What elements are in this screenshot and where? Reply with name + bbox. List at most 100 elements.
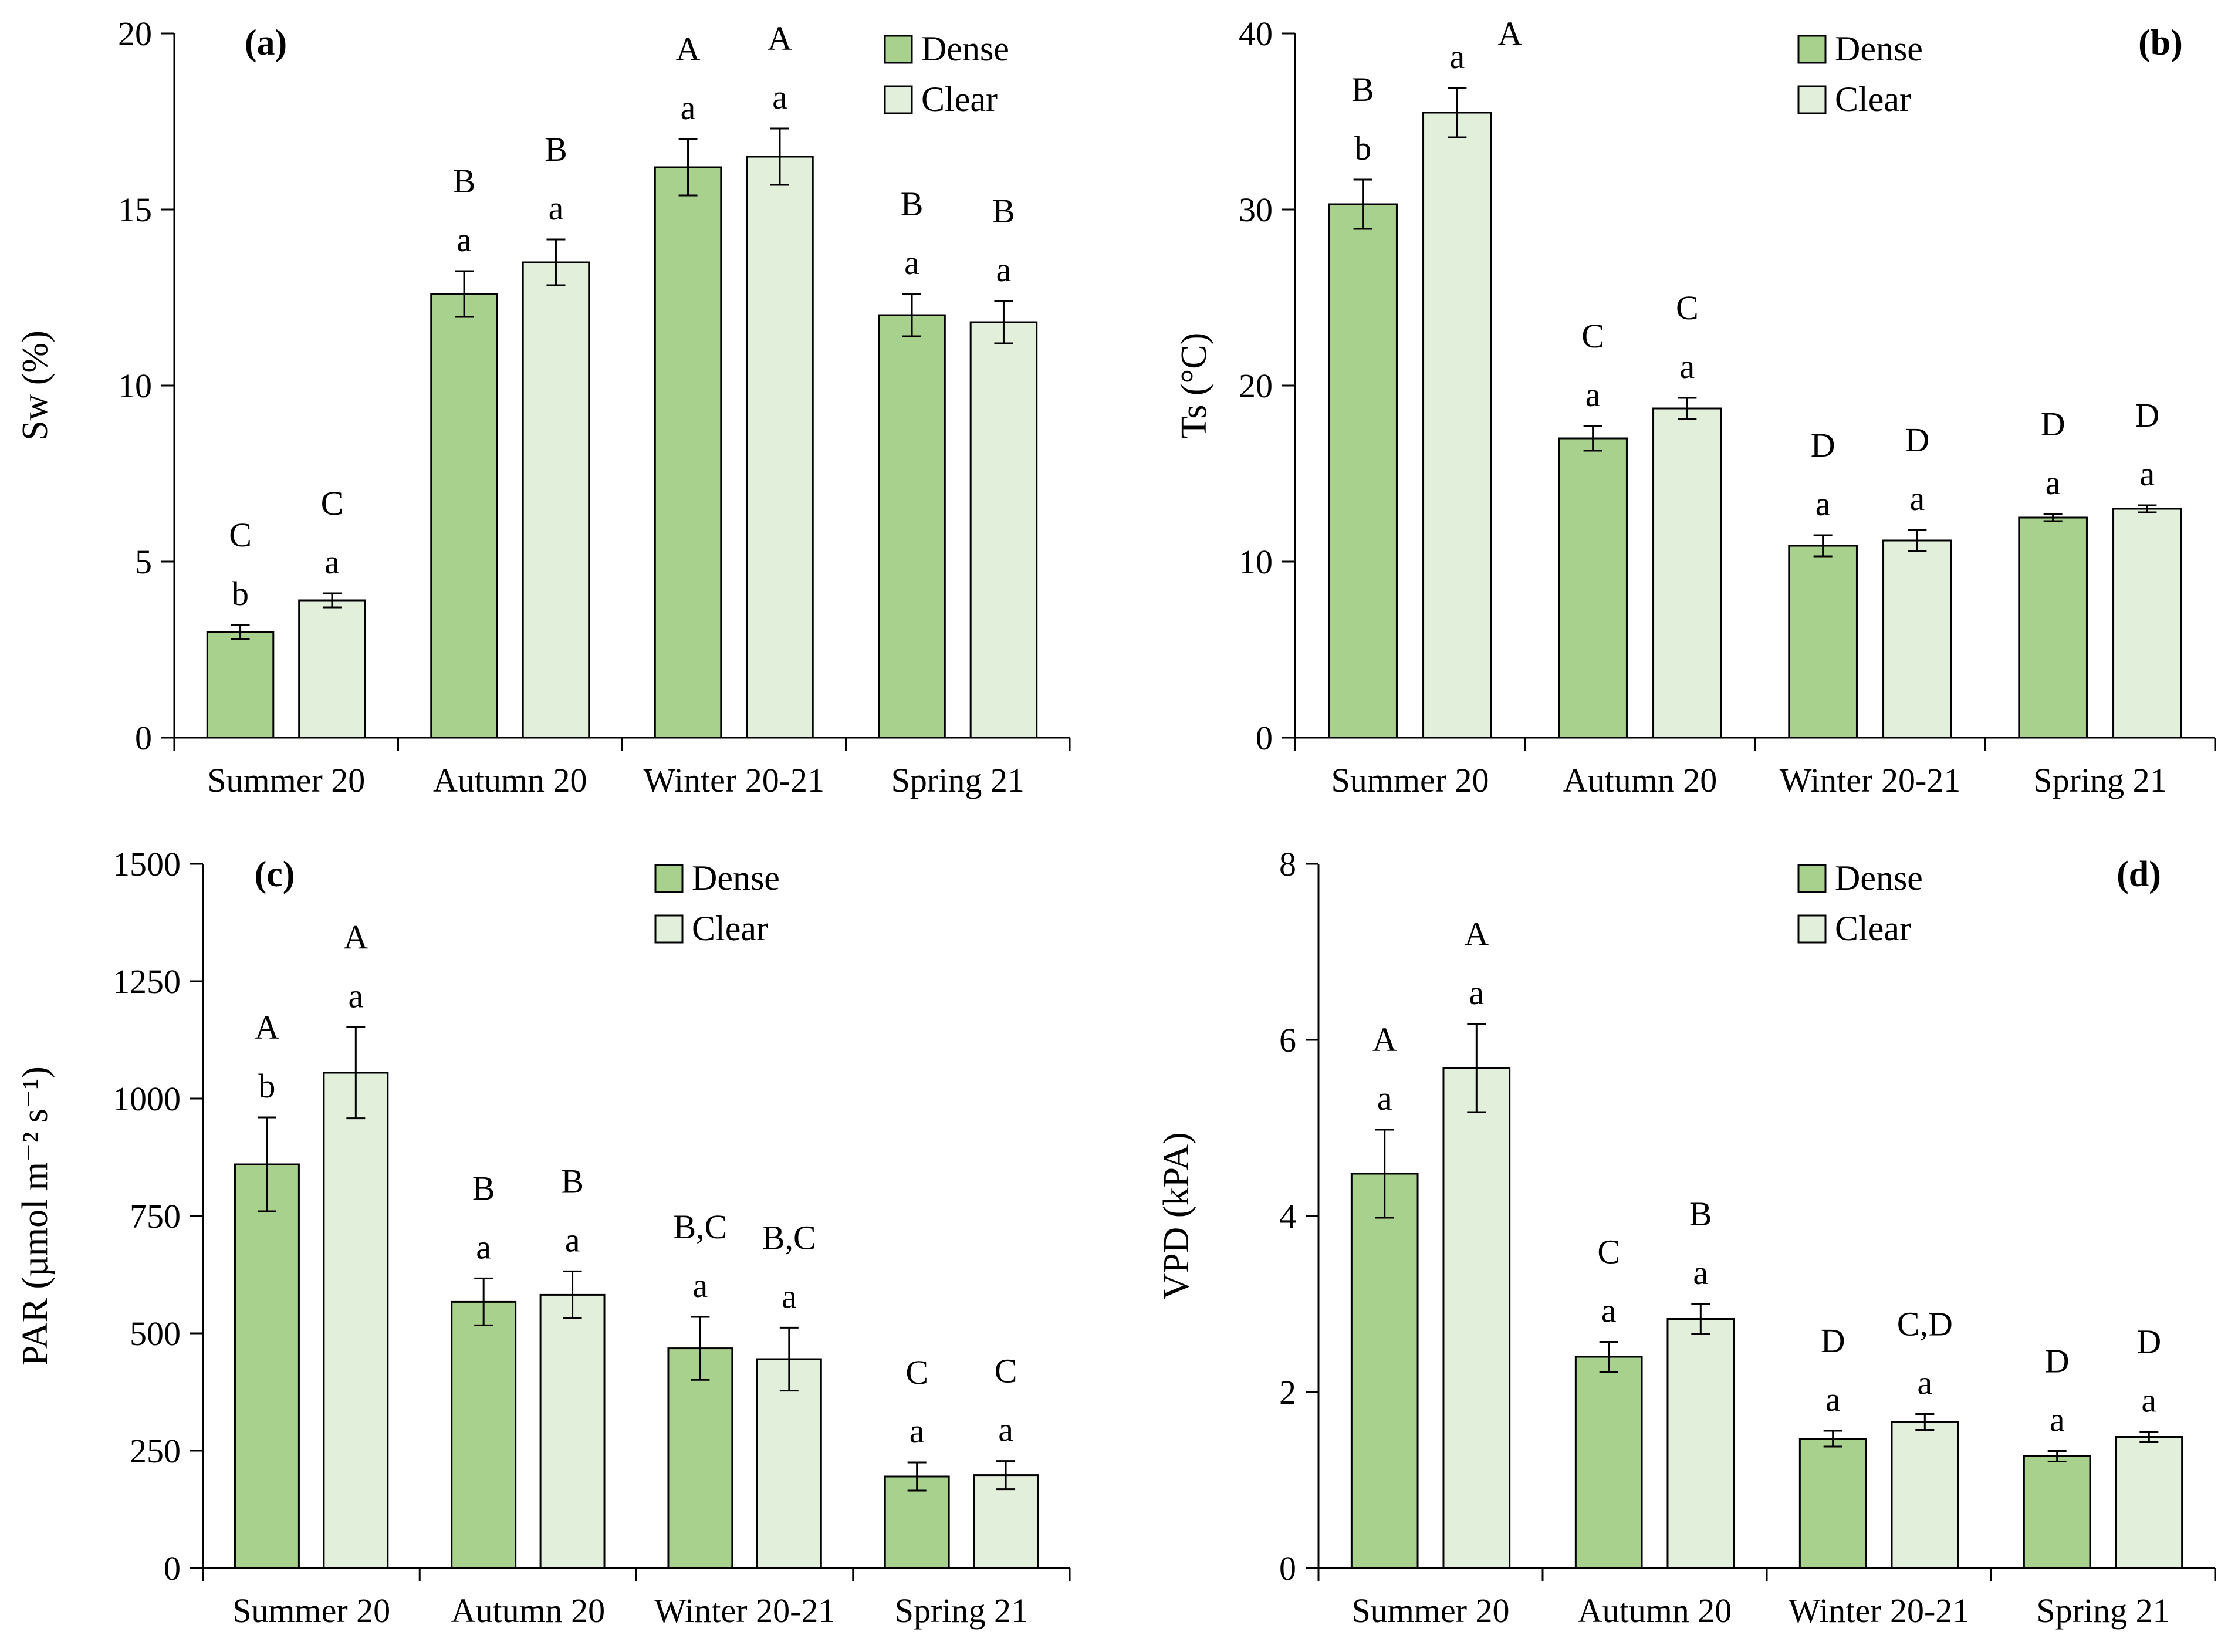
bar-dense bbox=[654, 166, 722, 739]
significance-upper: D bbox=[1821, 1322, 1845, 1360]
bar-dense bbox=[1574, 1356, 1643, 1569]
bar-clear bbox=[2112, 508, 2182, 739]
bar-dense bbox=[206, 631, 275, 739]
bar-dense bbox=[2023, 1455, 2091, 1569]
y-tick-label: 30 bbox=[1239, 191, 1273, 229]
bar-dense bbox=[234, 1163, 300, 1569]
bar-clear bbox=[969, 321, 1038, 739]
significance-lower: a bbox=[348, 977, 363, 1015]
significance-lower: a bbox=[2139, 455, 2155, 493]
legend-swatch-clear bbox=[884, 85, 913, 114]
significance-upper: C bbox=[321, 484, 344, 522]
significance-lower: a bbox=[1449, 38, 1465, 76]
significance-upper: C bbox=[905, 1353, 928, 1391]
significance-upper: B bbox=[992, 192, 1015, 230]
y-tick-label: 0 bbox=[164, 1549, 181, 1587]
significance-upper: A bbox=[343, 918, 368, 956]
significance-lower: a bbox=[1825, 1380, 1841, 1418]
significance-lower: a bbox=[549, 189, 564, 227]
bar-dense bbox=[2018, 516, 2088, 739]
significance-lower: a bbox=[1377, 1079, 1392, 1117]
x-category-label: Autumn 20 bbox=[433, 761, 587, 799]
significance-lower: a bbox=[772, 78, 787, 116]
legend-label-clear: Clear bbox=[692, 909, 768, 948]
bar-dense bbox=[1328, 203, 1398, 739]
significance-lower: a bbox=[1815, 485, 1831, 523]
y-tick-label: 500 bbox=[130, 1315, 181, 1353]
y-tick-label: 4 bbox=[1279, 1197, 1296, 1235]
significance-upper: B bbox=[472, 1169, 495, 1207]
panel-label: (a) bbox=[245, 23, 287, 63]
y-tick-label: 6 bbox=[1279, 1021, 1296, 1059]
panel-label: (b) bbox=[2138, 23, 2183, 63]
y-axis-title: PAR (µmol m⁻² s⁻¹) bbox=[15, 1066, 55, 1366]
significance-upper: B,C bbox=[762, 1218, 816, 1256]
bar-dense bbox=[667, 1347, 733, 1569]
y-tick-label: 5 bbox=[135, 543, 152, 581]
significance-upper: C bbox=[1597, 1233, 1620, 1271]
legend-swatch-dense bbox=[884, 35, 913, 64]
y-tick-label: 8 bbox=[1279, 845, 1296, 883]
x-category-label: Summer 20 bbox=[232, 1592, 390, 1630]
y-tick-label: 750 bbox=[130, 1197, 181, 1235]
significance-upper: B bbox=[453, 162, 476, 200]
significance-lower: a bbox=[910, 1412, 925, 1450]
bar-clear bbox=[2115, 1436, 2183, 1569]
y-tick-label: 1250 bbox=[113, 962, 181, 1001]
legend-label-clear: Clear bbox=[1835, 80, 1911, 119]
chart-panel-a: 0 5 10 15 20 Summer 20 Autumn 20 Winter 20-21 Sp… bbox=[15, 15, 1071, 799]
y-tick-label: 15 bbox=[118, 191, 152, 229]
significance-upper: A bbox=[768, 19, 792, 58]
chart-panel-c: 0 250 500 750 1000 1250 1500 Summer 20 Autumn 20… bbox=[15, 845, 1071, 1630]
bar-clear bbox=[298, 599, 366, 739]
x-category-label: Spring 21 bbox=[2033, 761, 2166, 799]
significance-upper: D bbox=[2136, 1323, 2161, 1361]
legend-label-clear: Clear bbox=[921, 80, 998, 119]
significance-upper: D bbox=[2135, 396, 2159, 434]
bar-clear bbox=[1666, 1318, 1735, 1569]
y-axis-title: VPD (kPA) bbox=[1157, 1132, 1196, 1299]
significance-lower: b bbox=[232, 575, 249, 613]
y-tick-label: 250 bbox=[130, 1432, 181, 1470]
significance-lower: a bbox=[2050, 1401, 2065, 1439]
significance-lower: a bbox=[457, 221, 472, 259]
x-category-label: Winter 20-21 bbox=[1780, 761, 1961, 799]
significance-upper: C bbox=[995, 1352, 1017, 1390]
bar-dense bbox=[1788, 545, 1858, 739]
x-category-label: Winter 20-21 bbox=[1789, 1592, 1970, 1630]
bar-clear bbox=[539, 1293, 606, 1569]
y-tick-label: 0 bbox=[1279, 1549, 1296, 1587]
panel-label: (d) bbox=[2117, 854, 2161, 894]
significance-lower: a bbox=[681, 89, 696, 127]
significance-upper: D bbox=[1905, 421, 1929, 459]
bar-clear bbox=[323, 1072, 389, 1569]
significance-upper: B bbox=[1351, 70, 1374, 109]
panel-label: (c) bbox=[255, 854, 295, 894]
x-category-label: Summer 20 bbox=[207, 761, 365, 799]
bar-dense bbox=[430, 293, 498, 739]
bar-clear bbox=[522, 261, 590, 739]
significance-upper: A bbox=[255, 1008, 279, 1046]
y-tick-label: 10 bbox=[1239, 543, 1273, 581]
legend-swatch-dense bbox=[654, 864, 684, 893]
chart-panel-b: 0 10 20 30 40 Summer 20 Autumn 20 Winter 20-21 S… bbox=[1174, 15, 2216, 799]
significance-lower: a bbox=[2046, 464, 2061, 502]
significance-upper: C,D bbox=[1897, 1305, 1953, 1343]
significance-lower: b bbox=[258, 1067, 275, 1105]
significance-lower: a bbox=[998, 1411, 1013, 1449]
significance-upper: A bbox=[1372, 1021, 1397, 1059]
bar-clear bbox=[746, 156, 814, 739]
y-tick-label: 20 bbox=[118, 15, 152, 53]
y-tick-label: 1500 bbox=[113, 845, 181, 883]
y-axis-title: Ts (°C) bbox=[1174, 333, 1214, 439]
significance-upper: C bbox=[1676, 289, 1699, 327]
bar-clear bbox=[756, 1358, 822, 1569]
significance-upper: A bbox=[676, 30, 701, 68]
bar-dense bbox=[451, 1300, 517, 1569]
x-category-label: Summer 20 bbox=[1331, 761, 1489, 799]
x-category-label: Autumn 20 bbox=[1563, 761, 1718, 799]
significance-upper: C bbox=[1581, 317, 1604, 355]
legend-label-dense: Dense bbox=[921, 29, 1009, 68]
significance-lower: a bbox=[1601, 1292, 1617, 1330]
